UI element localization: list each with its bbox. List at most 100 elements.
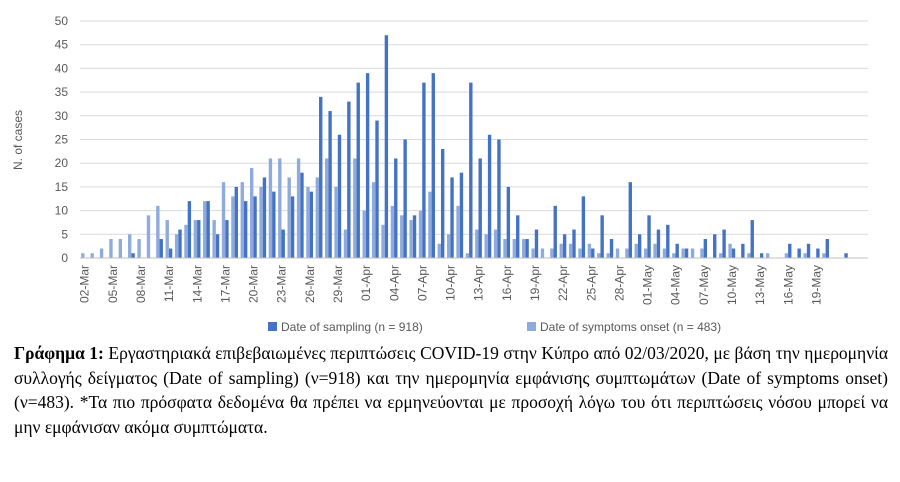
bar-symptoms-onset	[296, 158, 301, 258]
bar-sampling	[365, 73, 370, 258]
y-tick-label: 0	[61, 251, 68, 265]
bar-sampling	[713, 234, 717, 258]
bar-sampling	[591, 248, 595, 258]
y-tick-label: 25	[55, 133, 69, 147]
y-tick-label: 20	[55, 156, 69, 170]
bar-sampling	[534, 229, 539, 258]
x-tick-label: 10-Apr	[444, 265, 458, 301]
bar-symptoms-onset	[522, 239, 526, 258]
bar-symptoms-onset	[259, 186, 263, 258]
bar-sampling	[675, 243, 679, 258]
bar-sampling	[243, 201, 248, 258]
bar-sampling	[178, 229, 182, 258]
caption-label: Γράφημα 1:	[14, 343, 104, 363]
bar-sampling	[731, 248, 736, 258]
legend-swatch-sampling	[268, 322, 277, 331]
legend-label-symptoms: Date of symptoms onset (n = 483)	[540, 320, 721, 334]
bar-sampling	[844, 253, 848, 258]
bar-sampling	[525, 239, 529, 258]
bar-symptoms-onset	[437, 243, 441, 258]
y-tick-label: 15	[55, 180, 69, 194]
x-axis-ticks: 02-Mar 05-Mar 08-Mar 11-Mar 14-Mar 17-Mar 20-M…	[78, 265, 824, 305]
bars	[81, 35, 848, 259]
x-tick-label: 07-Apr	[415, 265, 429, 301]
bar-symptoms-onset	[418, 210, 423, 258]
caption-text: Εργαστηριακά επιβεβαιωμένες περιπτώσεις …	[14, 343, 888, 437]
y-tick-label: 35	[55, 85, 69, 99]
bar-symptoms-onset	[137, 239, 141, 258]
x-tick-label: 19-Apr	[528, 265, 542, 301]
bar-symptoms-onset	[822, 253, 826, 258]
bar-symptoms-onset	[343, 229, 348, 258]
bar-sampling	[656, 229, 661, 258]
bar-symptoms-onset	[634, 243, 638, 258]
x-tick-label: 13-May	[753, 265, 767, 305]
bar-symptoms-onset	[550, 248, 554, 258]
bar-sampling	[375, 120, 379, 258]
bar-symptoms-onset	[184, 224, 188, 258]
bar-sampling	[168, 248, 173, 258]
bar-sampling	[628, 182, 632, 258]
y-tick-label: 5	[61, 227, 68, 241]
bar-sampling	[328, 111, 332, 258]
bar-symptoms-onset	[221, 182, 226, 258]
bar-symptoms-onset	[672, 253, 676, 258]
bar-sampling	[553, 205, 557, 258]
x-tick-label: 08-Mar	[134, 265, 148, 303]
bar-sampling	[450, 177, 454, 258]
x-tick-label: 13-Apr	[472, 265, 486, 301]
bar-symptoms-onset	[231, 196, 235, 258]
bar-sampling	[337, 134, 342, 258]
bar-sampling	[440, 148, 445, 258]
bar-sampling	[497, 139, 501, 258]
y-tick-label: 50	[55, 14, 69, 28]
bar-symptoms-onset	[128, 234, 132, 258]
bar-sampling	[131, 253, 135, 258]
bar-sampling	[356, 82, 360, 259]
x-tick-label: 19-May	[809, 265, 823, 305]
bar-symptoms-onset	[353, 158, 357, 258]
x-tick-label: 05-Mar	[106, 265, 120, 303]
bar-symptoms-onset	[400, 215, 404, 258]
bar-sampling	[187, 201, 192, 258]
x-tick-label: 23-Mar	[275, 265, 289, 303]
bar-symptoms-onset	[719, 253, 723, 258]
bar-symptoms-onset	[306, 186, 310, 258]
bar-symptoms-onset	[475, 229, 479, 258]
bar-sampling	[562, 234, 567, 258]
bar-symptoms-onset	[765, 253, 770, 258]
bar-sampling	[684, 248, 689, 258]
bar-sampling	[412, 215, 417, 258]
bar-symptoms-onset	[325, 158, 329, 258]
bar-symptoms-onset	[240, 182, 244, 258]
bar-symptoms-onset	[512, 239, 517, 258]
bar-sampling	[806, 243, 811, 258]
bar-symptoms-onset	[381, 224, 385, 258]
bar-symptoms-onset	[362, 210, 366, 258]
bar-symptoms-onset	[587, 243, 592, 258]
x-tick-label: 01-Apr	[359, 265, 373, 301]
bar-symptoms-onset	[109, 239, 113, 258]
bar-symptoms-onset	[81, 253, 85, 258]
bar-sampling	[816, 248, 820, 258]
x-tick-label: 28-Apr	[612, 265, 626, 301]
bar-symptoms-onset	[662, 248, 667, 258]
bar-sampling	[281, 229, 285, 258]
bar-sampling	[262, 177, 267, 258]
bar-sampling	[759, 253, 764, 258]
bar-symptoms-onset	[287, 177, 291, 258]
y-axis-ticks: 0 5 10 15 20 25 30 35 40 45 50	[55, 14, 69, 265]
bar-symptoms-onset	[371, 182, 376, 258]
bar-symptoms-onset	[465, 253, 470, 258]
bar-symptoms-onset	[212, 220, 216, 258]
bar-chart: 0 5 10 15 20 25 30 35 40 45 50 02-Mar 05-Mar 08-Mar 1…	[11, 14, 868, 334]
bar-symptoms-onset	[681, 248, 685, 258]
bar-symptoms-onset	[90, 253, 94, 258]
bar-symptoms-onset	[559, 243, 563, 258]
bar-symptoms-onset	[690, 248, 695, 258]
bar-sampling	[197, 220, 201, 258]
x-tick-label: 07-May	[697, 265, 711, 305]
bar-sampling	[215, 234, 220, 258]
bar-symptoms-onset	[156, 205, 160, 258]
legend-label-sampling: Date of sampling (n = 918)	[281, 320, 423, 334]
